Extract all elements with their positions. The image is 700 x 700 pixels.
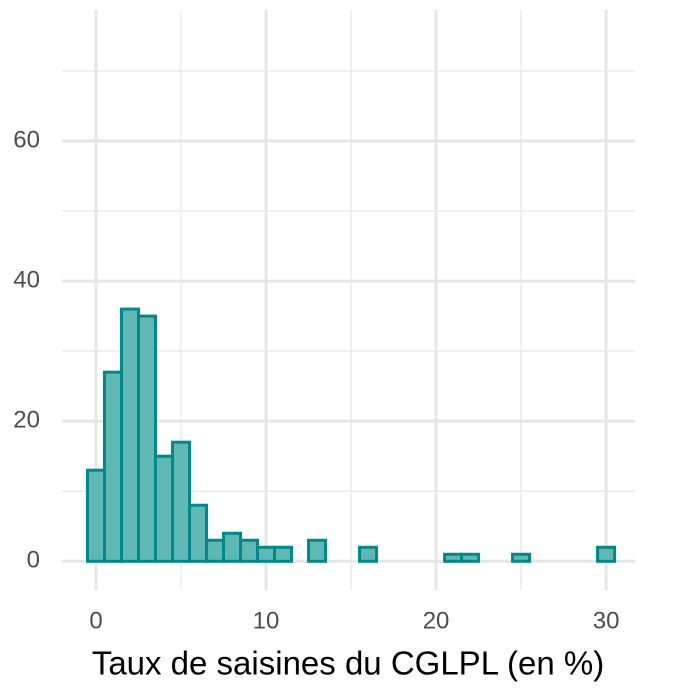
bar	[86, 468, 107, 563]
bar	[205, 538, 226, 563]
bar	[307, 538, 328, 563]
x-tick-label: 30	[593, 607, 620, 634]
bar	[137, 314, 158, 563]
bar	[443, 552, 464, 563]
y-tick-label: 40	[13, 266, 40, 293]
bar	[222, 531, 243, 563]
bar	[596, 545, 617, 563]
bar	[188, 503, 209, 563]
bar	[120, 307, 141, 563]
x-tick-label: 20	[423, 607, 450, 634]
bars	[86, 307, 617, 563]
grid	[62, 10, 635, 590]
bar	[103, 370, 124, 563]
bar	[239, 538, 260, 563]
bar	[358, 545, 379, 563]
bar	[171, 440, 192, 563]
x-tick-label: 10	[253, 607, 280, 634]
bar	[256, 545, 277, 563]
bar	[460, 552, 481, 563]
bar	[273, 545, 294, 563]
bar	[511, 552, 532, 563]
x-tick-label: 0	[89, 607, 102, 634]
y-tick-label: 60	[13, 126, 40, 153]
bar	[154, 454, 175, 563]
y-tick-label: 0	[27, 547, 40, 574]
x-axis-label: Taux de saisines du CGLPL (en %)	[92, 645, 604, 682]
y-tick-label: 20	[13, 407, 40, 434]
